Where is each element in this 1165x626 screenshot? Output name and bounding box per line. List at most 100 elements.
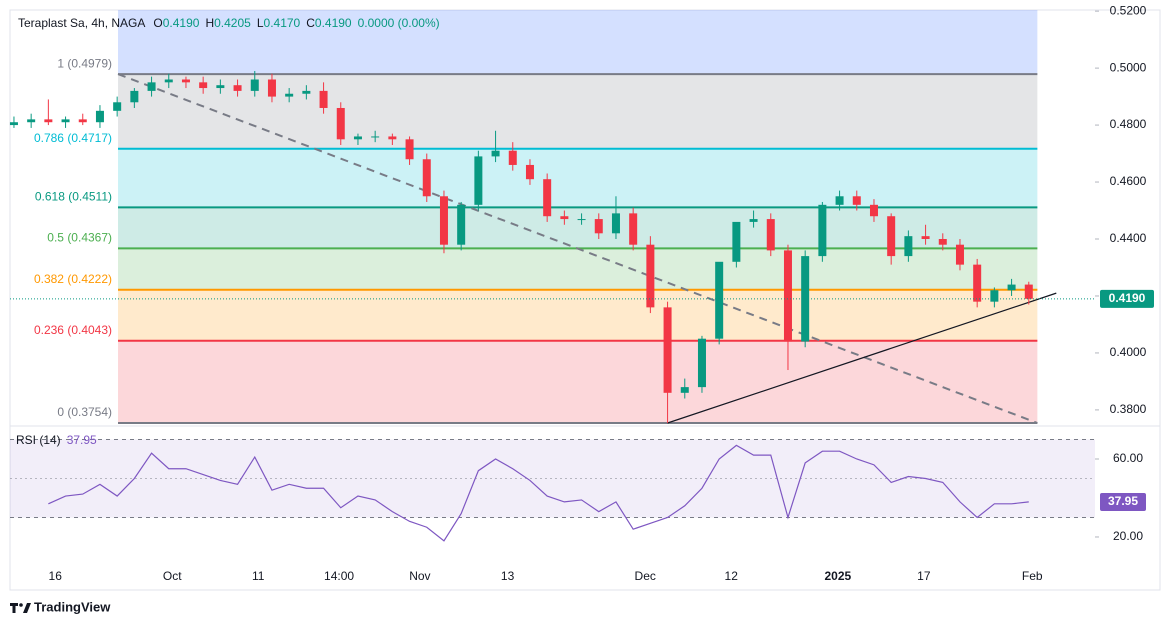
candle-body <box>388 136 397 140</box>
candle-body <box>78 119 87 123</box>
candle-body <box>560 216 569 220</box>
candle-body <box>285 93 294 97</box>
candle-body <box>543 179 552 217</box>
logo-shape <box>12 603 16 613</box>
logo-shape <box>19 603 23 607</box>
ohlc-value: 0.4190 <box>315 16 352 30</box>
frame <box>9 9 1161 591</box>
plot: 1 (0.4979) 0.786 (0.4717) 0.618 (0.4511) 0.… <box>9 3 1154 583</box>
rsi-value-label: 37.95 <box>1108 494 1138 508</box>
y-tick-label: 0.4800 <box>1110 117 1147 131</box>
candle-body <box>766 219 775 251</box>
fib-label: 0.236 (0.4043) <box>34 323 112 337</box>
x-tick-label: 17 <box>917 569 931 583</box>
x-tick-label: 12 <box>725 569 739 583</box>
candle-body <box>818 204 827 257</box>
candle-body <box>439 196 448 245</box>
candle-body <box>371 136 380 138</box>
fib-zone <box>118 340 1038 424</box>
x-tick-label: Feb <box>1022 569 1043 583</box>
y-tick-label: 0.5200 <box>1110 3 1147 17</box>
candle-body <box>783 250 792 342</box>
candle-body <box>95 110 104 123</box>
last-price-label: 0.4190 <box>1109 291 1146 305</box>
candle-body <box>629 213 638 245</box>
trendline <box>667 292 1057 424</box>
candle-body <box>44 119 53 123</box>
ohlc-label: C <box>306 16 315 30</box>
candle-body <box>405 139 414 160</box>
fib-label: 0.382 (0.4222) <box>34 272 112 286</box>
logo-shape <box>23 603 31 613</box>
candle-body <box>336 107 345 140</box>
candle-body <box>680 387 689 393</box>
candle-body <box>577 219 586 221</box>
x-tick-label: Nov <box>409 569 430 583</box>
fib-label: 0.786 (0.4717) <box>34 131 112 145</box>
ohlc-value: 0.4170 <box>264 16 301 30</box>
ohlc-value: 0.4205 <box>214 16 251 30</box>
candle-body <box>233 85 242 91</box>
candle-body <box>594 219 603 234</box>
candle-body <box>525 164 534 180</box>
legend-header: Teraplast Sa, 4h, NAGA O0.4190 H0.4205 L0.4… <box>18 16 440 30</box>
x-tick-label: 14:00 <box>324 569 354 583</box>
candle-body <box>164 79 173 83</box>
candle-body <box>267 79 276 97</box>
rsi-line <box>48 444 1029 542</box>
x-tick-label: 13 <box>501 569 515 583</box>
candle-body <box>990 290 999 302</box>
candle-body <box>113 102 122 111</box>
candle-body <box>697 338 706 388</box>
y-tick-label: 0.3800 <box>1110 402 1147 416</box>
candle-body <box>199 82 208 89</box>
x-tick-label: Dec <box>635 569 656 583</box>
fib-zone <box>118 248 1038 290</box>
y-tick-label: 0.4400 <box>1110 231 1147 245</box>
candle-body <box>319 90 328 108</box>
candle-body <box>508 150 517 165</box>
candle-body <box>302 90 311 94</box>
candle-body <box>852 196 861 205</box>
candle-body <box>250 79 259 91</box>
candle-body <box>9 122 18 126</box>
y-tick-label: 60.00 <box>1113 451 1143 465</box>
change-value: 0.0000 (0.00%) <box>358 16 440 30</box>
candle-body <box>835 196 844 205</box>
x-tick-label: 2025 <box>825 569 852 583</box>
ohlc-label: H <box>205 16 214 30</box>
candle-body <box>646 244 655 308</box>
rsi-value: 37.95 <box>67 433 97 447</box>
ohlc-value: 0.4190 <box>163 16 200 30</box>
candle-body <box>216 85 225 89</box>
rsi-title: RSI (14) <box>16 433 61 447</box>
x-tick-label: 16 <box>49 569 63 583</box>
candle-body <box>474 156 483 205</box>
candle-body <box>61 119 70 123</box>
last-price-box <box>1100 289 1154 308</box>
logo: TradingView <box>10 599 111 614</box>
candle-body <box>611 213 620 234</box>
candle-body <box>147 82 156 91</box>
rsi-header: RSI (14) 37.95 <box>16 433 97 447</box>
trendline <box>117 73 1038 424</box>
y-tick-label: 0.4600 <box>1110 174 1147 188</box>
candle-body <box>1007 284 1016 291</box>
fib-label: 0 (0.3754) <box>57 405 112 419</box>
brand: TradingView <box>34 599 111 614</box>
x-tick-label: Oct <box>163 569 182 583</box>
candle-body <box>904 236 913 257</box>
candle-body <box>973 264 982 302</box>
fib-zone <box>118 148 1038 208</box>
candle-body <box>732 221 741 262</box>
y-tick-label: 0.4000 <box>1110 345 1147 359</box>
candle-body <box>938 239 947 245</box>
fib-zone <box>118 289 1038 341</box>
candle-body <box>1024 284 1033 299</box>
fib-zone <box>118 207 1038 249</box>
candle-body <box>663 307 672 393</box>
candle-body <box>353 136 362 140</box>
candle-body <box>869 204 878 217</box>
